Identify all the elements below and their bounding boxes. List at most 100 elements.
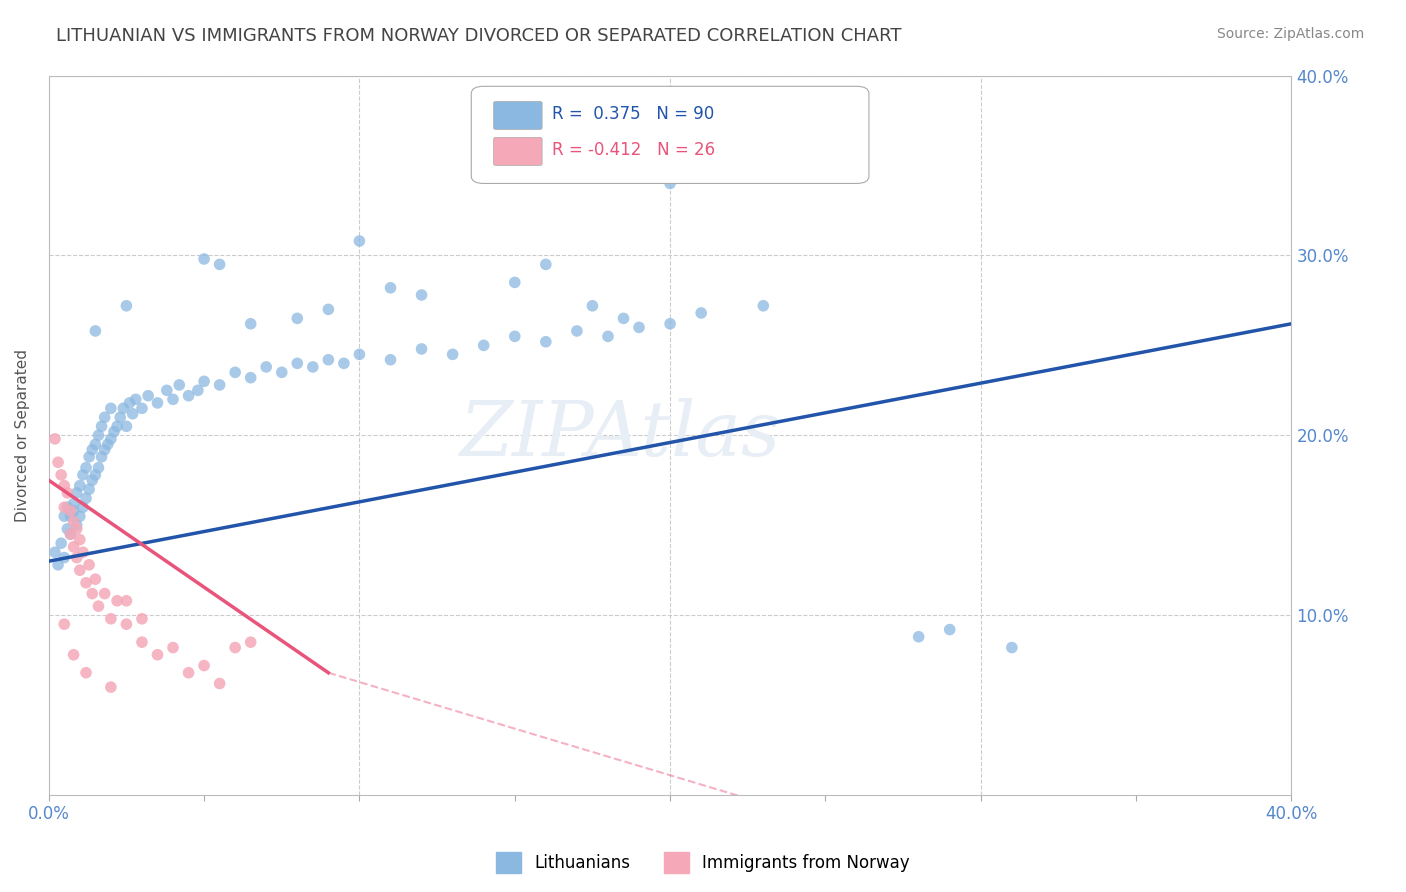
Point — [115, 594, 138, 608]
Point — [177, 389, 200, 403]
Point — [53, 550, 76, 565]
Point — [69, 509, 91, 524]
Point — [1125, 36, 1147, 50]
Point — [534, 257, 557, 271]
Point — [208, 257, 231, 271]
Point — [51, 536, 73, 550]
Point — [56, 486, 79, 500]
Point — [208, 676, 231, 690]
Point — [131, 635, 153, 649]
Point — [380, 281, 402, 295]
Point — [112, 401, 135, 416]
Point — [105, 419, 128, 434]
Point — [103, 425, 125, 439]
Point — [66, 522, 89, 536]
Point — [333, 356, 356, 370]
Point — [75, 665, 97, 680]
Point — [93, 586, 115, 600]
Point — [69, 563, 91, 577]
Legend: Lithuanians, Immigrants from Norway: Lithuanians, Immigrants from Norway — [489, 846, 917, 880]
Point — [66, 518, 89, 533]
Point — [53, 500, 76, 515]
Point — [100, 401, 122, 416]
Y-axis label: Divorced or Separated: Divorced or Separated — [15, 349, 30, 522]
Point — [938, 623, 960, 637]
Point — [62, 540, 84, 554]
Point — [44, 545, 66, 559]
Point — [90, 450, 112, 464]
Point — [82, 586, 104, 600]
Point — [44, 432, 66, 446]
Point — [84, 572, 107, 586]
Point — [659, 177, 682, 191]
Point — [90, 419, 112, 434]
Point — [146, 648, 169, 662]
Point — [115, 419, 138, 434]
Point — [131, 612, 153, 626]
Point — [66, 550, 89, 565]
Point — [62, 504, 84, 518]
Point — [72, 467, 94, 482]
Point — [69, 533, 91, 547]
Point — [53, 617, 76, 632]
Point — [224, 640, 246, 655]
Point — [162, 392, 184, 407]
Point — [59, 527, 82, 541]
Point — [115, 299, 138, 313]
Point — [581, 299, 603, 313]
Point — [84, 437, 107, 451]
Point — [46, 558, 69, 572]
Point — [301, 359, 323, 374]
Point — [62, 497, 84, 511]
Point — [87, 599, 110, 614]
Point — [72, 500, 94, 515]
Text: R = -0.412   N = 26: R = -0.412 N = 26 — [553, 141, 716, 159]
Point — [59, 527, 82, 541]
Point — [75, 575, 97, 590]
Point — [100, 612, 122, 626]
Point — [121, 407, 143, 421]
Point — [285, 311, 308, 326]
Point — [77, 558, 100, 572]
Point — [187, 384, 209, 398]
Point — [146, 396, 169, 410]
Point — [565, 324, 588, 338]
Point — [612, 311, 634, 326]
Point — [318, 302, 340, 317]
Point — [162, 640, 184, 655]
Point — [62, 648, 84, 662]
Point — [193, 252, 215, 266]
Point — [51, 467, 73, 482]
Point — [285, 356, 308, 370]
Point — [349, 347, 371, 361]
Point — [62, 515, 84, 529]
Point — [100, 432, 122, 446]
Point — [97, 437, 120, 451]
Point — [125, 392, 148, 407]
Point — [84, 467, 107, 482]
Point — [66, 486, 89, 500]
Point — [596, 329, 619, 343]
Point — [84, 324, 107, 338]
Point — [108, 410, 131, 425]
Point — [56, 522, 79, 536]
Point — [193, 374, 215, 388]
Point — [56, 500, 79, 515]
Point — [472, 338, 495, 352]
Point — [77, 482, 100, 496]
Point — [77, 450, 100, 464]
Point — [100, 680, 122, 694]
Point — [131, 401, 153, 416]
Text: Source: ZipAtlas.com: Source: ZipAtlas.com — [1216, 27, 1364, 41]
Point — [177, 665, 200, 680]
FancyBboxPatch shape — [471, 87, 869, 184]
Point — [115, 617, 138, 632]
Point — [503, 276, 526, 290]
Point — [93, 410, 115, 425]
Point — [136, 389, 159, 403]
Point — [87, 460, 110, 475]
Point — [380, 352, 402, 367]
Point — [156, 384, 179, 398]
Point — [208, 378, 231, 392]
Point — [93, 442, 115, 457]
